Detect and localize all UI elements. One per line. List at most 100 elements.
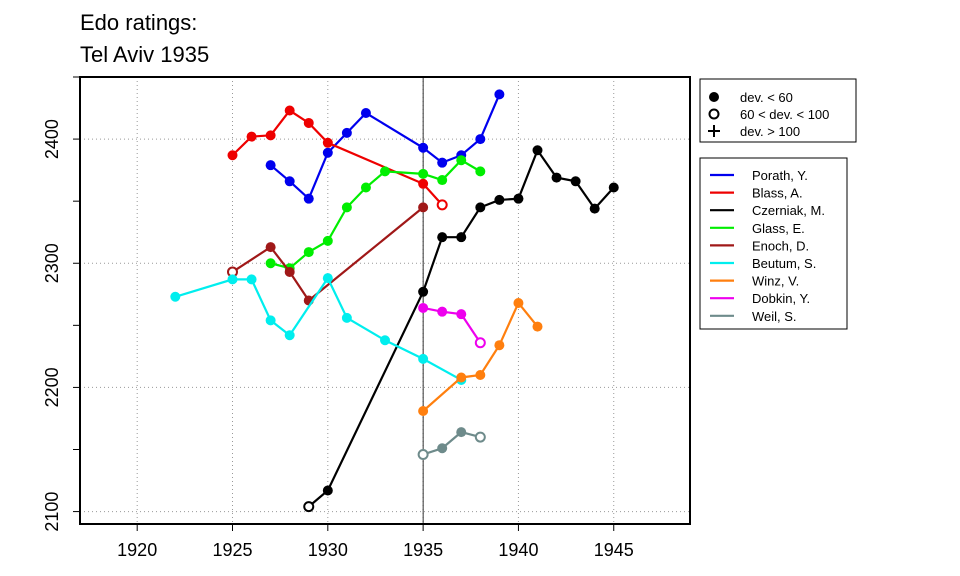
data-point	[303, 247, 314, 258]
legend-deviation-box	[699, 78, 857, 143]
series-line	[174, 275, 462, 381]
data-point	[456, 155, 467, 166]
data-point	[513, 297, 524, 308]
x-tick-label: 1935	[403, 540, 443, 560]
data-point	[437, 157, 448, 168]
data-point	[265, 315, 276, 326]
data-point-open	[474, 431, 486, 443]
x-tick-label: 1925	[212, 540, 252, 560]
data-point	[437, 306, 448, 317]
data-point	[551, 172, 562, 183]
series-line	[422, 306, 482, 344]
data-point	[437, 443, 448, 454]
legend-series-label: Porath, Y.	[752, 168, 808, 183]
series-9	[417, 427, 486, 460]
data-point	[380, 166, 390, 177]
legend-series-label: Glass, E.	[752, 221, 805, 236]
series-layer	[170, 89, 619, 513]
series-6	[170, 273, 467, 385]
data-point	[494, 194, 505, 205]
data-point	[437, 175, 448, 186]
data-point	[418, 178, 429, 189]
data-point	[341, 202, 352, 213]
y-tick-label: 2400	[42, 119, 62, 159]
data-point	[532, 145, 543, 156]
data-point	[437, 232, 448, 243]
legend-series-label: Czerniak, M.	[752, 203, 825, 218]
legend-deviation-label: 60 < dev. < 100	[740, 107, 829, 122]
data-point-open	[436, 199, 448, 211]
legend-deviation-label: dev. < 60	[740, 90, 793, 105]
legend-series-label: Enoch, D.	[752, 238, 809, 253]
y-tick-label: 2100	[42, 492, 62, 532]
legend-deviation-label: dev. > 100	[740, 124, 800, 139]
data-point	[513, 193, 524, 204]
series-line	[308, 147, 615, 508]
legend-series-label: Weil, S.	[752, 309, 797, 324]
data-point	[418, 353, 429, 364]
data-point	[284, 105, 295, 116]
series-4	[265, 155, 486, 274]
y-tick-label: 2200	[42, 367, 62, 407]
data-point	[360, 108, 371, 119]
series-line	[422, 430, 481, 456]
data-point	[380, 335, 390, 346]
series-2	[227, 105, 448, 211]
data-point	[608, 182, 619, 193]
data-point-open	[474, 337, 486, 349]
axes: 1920 1925 1930 1935 1940 1945 2100 2200 2300 2400	[42, 76, 634, 560]
data-point	[322, 235, 333, 246]
x-tick-label: 1940	[498, 540, 538, 560]
data-point	[227, 274, 238, 285]
series-7	[418, 297, 543, 417]
data-point	[246, 131, 257, 142]
series-3	[303, 145, 619, 513]
data-point-open	[417, 448, 429, 460]
series-5	[227, 202, 429, 306]
data-point	[322, 273, 333, 284]
data-point	[418, 286, 429, 297]
y-tick-label: 2300	[42, 243, 62, 283]
x-tick-label: 1920	[117, 540, 157, 560]
data-point	[360, 182, 371, 193]
data-point	[341, 127, 352, 138]
data-point	[418, 302, 429, 313]
data-point	[418, 406, 429, 417]
series-line	[269, 93, 501, 201]
data-point	[475, 202, 486, 213]
data-point	[284, 330, 295, 341]
data-point	[456, 372, 467, 383]
data-point	[265, 130, 276, 141]
legend-series-label: Dobkin, Y.	[752, 291, 810, 306]
plot-frame	[79, 76, 691, 525]
data-point	[265, 258, 276, 269]
series-1	[265, 89, 505, 204]
data-point	[494, 89, 505, 100]
data-point	[284, 266, 295, 277]
data-point	[456, 309, 467, 320]
data-point	[532, 321, 543, 332]
data-point	[265, 160, 276, 171]
series-line	[422, 300, 539, 412]
data-point	[589, 203, 600, 214]
data-point	[418, 202, 429, 213]
data-point	[322, 147, 333, 158]
x-tick-label: 1930	[308, 540, 348, 560]
legend-marker-open	[708, 108, 720, 120]
data-point	[494, 340, 505, 351]
series-8	[418, 302, 486, 349]
series-line	[231, 109, 444, 206]
data-point	[456, 427, 467, 438]
data-point	[475, 166, 486, 177]
chart-title-line-2: Tel Aviv 1935	[80, 42, 210, 67]
data-point	[341, 312, 352, 323]
gridlines	[80, 77, 690, 524]
legend-players: Porath, Y. Blass, A. Czerniak, M. Glass, E.…	[699, 157, 848, 330]
data-point	[265, 242, 276, 253]
data-point	[303, 193, 314, 204]
data-point	[418, 168, 429, 179]
legend-series-label: Blass, A.	[752, 186, 803, 201]
series-line	[270, 158, 481, 270]
legend-deviation: dev. < 60 60 < dev. < 100 dev. > 100	[699, 78, 857, 143]
